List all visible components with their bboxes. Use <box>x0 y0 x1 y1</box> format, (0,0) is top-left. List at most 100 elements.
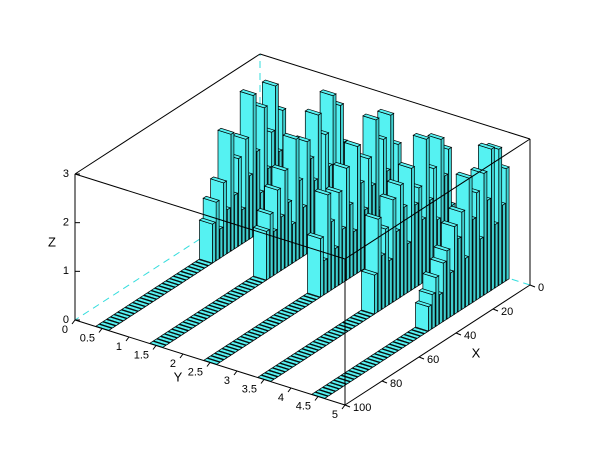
bar-top <box>414 300 433 308</box>
bar <box>161 280 180 288</box>
bar-top <box>202 195 220 203</box>
z-tick-label: 0 <box>63 314 69 326</box>
bar-top <box>373 351 392 358</box>
bar-top <box>120 307 139 314</box>
bar <box>355 363 374 370</box>
bar <box>260 372 279 380</box>
bar <box>338 322 357 329</box>
x-tick-label: 20 <box>501 306 513 318</box>
bar <box>169 275 187 283</box>
bar-top <box>240 333 258 341</box>
bar <box>362 358 381 366</box>
bar-side <box>252 93 257 238</box>
bar-top <box>263 183 282 191</box>
bar-side <box>230 131 235 252</box>
bar-top <box>280 307 299 315</box>
bar-top <box>221 345 240 353</box>
bar-top <box>143 292 161 300</box>
bar <box>225 343 243 351</box>
bar-top <box>193 312 212 319</box>
bar <box>252 225 271 281</box>
y-tick-label: 3 <box>224 375 230 387</box>
bar <box>200 307 219 315</box>
bar-top <box>223 292 241 300</box>
bar-top <box>269 314 288 322</box>
bar-top <box>397 162 416 169</box>
bar-top <box>325 186 343 194</box>
bar-side <box>435 275 440 327</box>
bar <box>210 353 229 360</box>
bar-side <box>234 192 238 250</box>
bar <box>288 302 306 310</box>
bar <box>344 370 362 378</box>
bar-top <box>245 278 263 286</box>
bar-top <box>429 256 448 264</box>
bar-side <box>414 202 419 289</box>
bar-side <box>349 202 354 279</box>
bar-top <box>262 319 280 327</box>
bar-top <box>355 363 374 370</box>
x-tick <box>529 284 536 288</box>
bar <box>172 273 191 281</box>
bar-top <box>191 261 209 269</box>
bar-top <box>343 140 362 147</box>
bar-top <box>228 341 247 348</box>
bar <box>178 321 197 329</box>
bar <box>258 321 277 329</box>
bar-top <box>204 304 223 312</box>
bar-top <box>433 244 451 252</box>
bar-top <box>160 333 178 341</box>
bar-top <box>360 268 379 276</box>
bar <box>333 377 351 385</box>
bar <box>373 351 392 358</box>
bar <box>273 312 291 320</box>
bar-top <box>200 307 219 315</box>
bar-top <box>225 343 243 351</box>
bar-top <box>388 341 407 349</box>
bar <box>360 268 379 315</box>
bar <box>407 329 425 337</box>
bar-top <box>113 311 132 319</box>
bar-top <box>217 348 236 356</box>
y-tick-label: 4.5 <box>296 400 311 412</box>
bar-top <box>353 312 371 320</box>
bar-side <box>407 241 412 294</box>
bar-side <box>428 304 432 332</box>
bar-top <box>268 367 286 375</box>
bar-top <box>297 348 316 356</box>
bar-top <box>344 370 362 378</box>
bar-top <box>377 348 396 356</box>
bar-top <box>273 312 291 320</box>
bar <box>381 346 399 354</box>
bar-top <box>265 317 284 324</box>
bar-top <box>440 220 459 228</box>
bar-side <box>472 217 477 303</box>
bar-top <box>376 108 395 116</box>
z-tick-label: 2 <box>63 217 69 229</box>
y-tick-label: 2 <box>170 358 176 370</box>
bar-side <box>360 180 365 272</box>
bar-top <box>243 331 262 339</box>
bar <box>305 343 323 351</box>
bar-top <box>318 387 337 394</box>
bar-side <box>323 258 328 296</box>
bar-top <box>336 375 355 382</box>
bar-side <box>215 199 220 262</box>
bar-side <box>346 165 350 281</box>
bar <box>262 319 280 327</box>
bar <box>399 334 418 342</box>
bar <box>154 285 172 293</box>
bar-top <box>314 389 333 397</box>
bar <box>152 338 171 346</box>
y-tick-label: 5 <box>332 409 338 421</box>
bar-top <box>349 314 368 322</box>
bar-top <box>226 290 245 298</box>
bar-top <box>135 297 154 305</box>
bar-side <box>327 192 332 293</box>
bar-side <box>388 258 393 306</box>
y-tick-label: 3.5 <box>242 383 257 395</box>
bar-top <box>150 287 169 295</box>
bar-top <box>98 321 117 329</box>
bar-top <box>169 275 187 283</box>
bar-top <box>211 300 230 307</box>
